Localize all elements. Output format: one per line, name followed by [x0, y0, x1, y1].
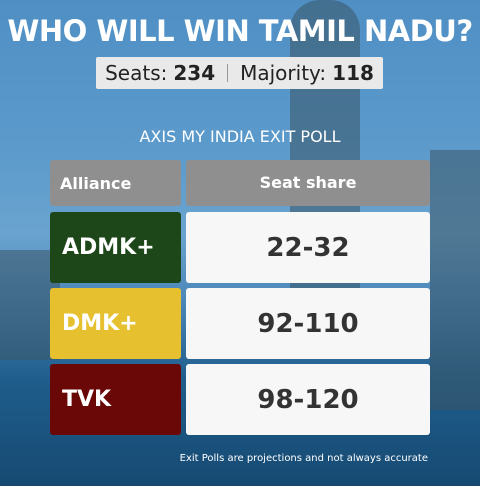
seats-label: Seats: — [105, 61, 168, 85]
separator — [227, 64, 229, 82]
seat-share-cell: 22-32 — [186, 212, 430, 283]
seat-share-cell: 98-120 — [186, 364, 430, 435]
seats-box: Seats: 234 Majority: 118 — [96, 57, 383, 89]
poll-title: AXIS MY INDIA EXIT POLL — [139, 127, 341, 146]
seats-value: 234 — [173, 61, 216, 85]
alliance-cell: DMK+ — [50, 288, 181, 359]
majority-value: 118 — [332, 61, 374, 85]
alliance-cell: TVK — [50, 364, 181, 435]
column-header: Seat share — [186, 160, 430, 206]
column-header: Alliance — [50, 160, 181, 206]
title: WHO WILL WIN TAMIL NADU? — [7, 14, 473, 48]
background-rock — [430, 150, 480, 410]
seat-share-cell: 92-110 — [186, 288, 430, 359]
footnote: Exit Polls are projections and not alway… — [179, 453, 428, 464]
majority-label: Majority: — [240, 61, 327, 85]
alliance-cell: ADMK+ — [50, 212, 181, 283]
